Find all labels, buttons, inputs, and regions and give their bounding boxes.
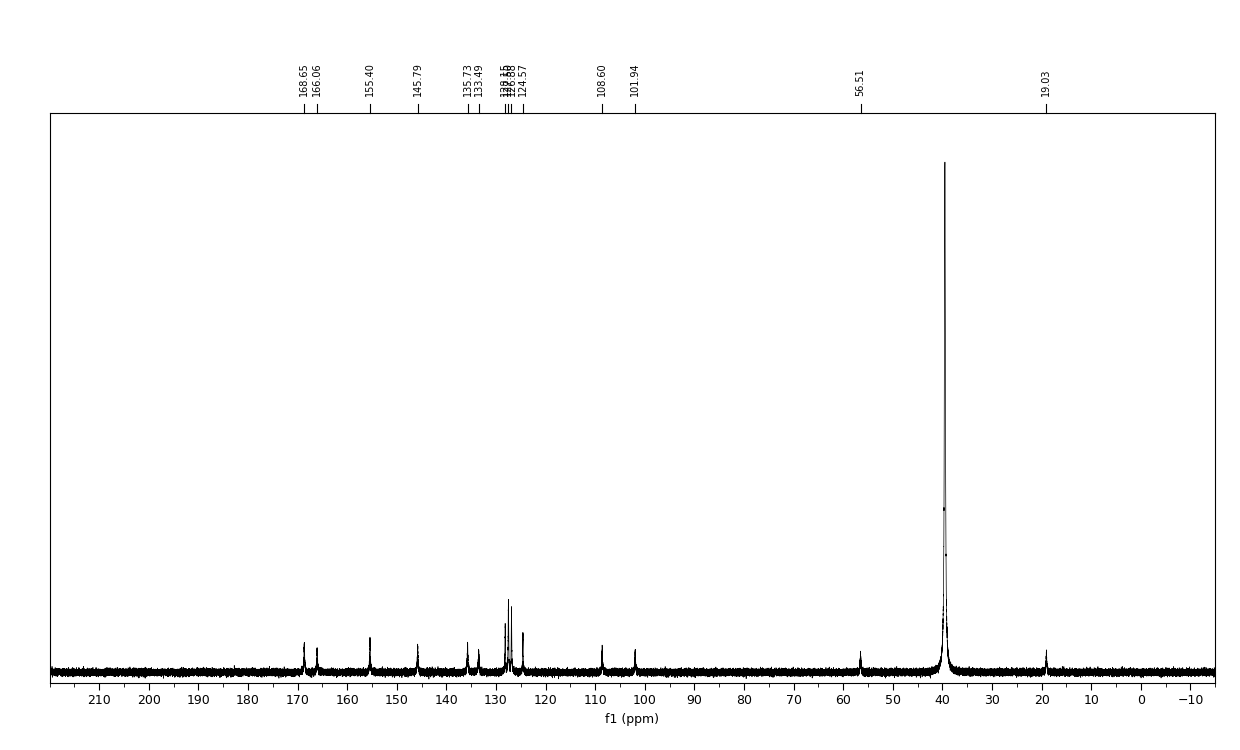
Text: 56.51: 56.51 (856, 68, 866, 96)
Text: 126.88: 126.88 (506, 62, 517, 96)
X-axis label: f1 (ppm): f1 (ppm) (605, 712, 660, 726)
Text: 127.50: 127.50 (503, 62, 513, 96)
Text: 135.73: 135.73 (463, 62, 472, 96)
Text: 133.49: 133.49 (474, 62, 484, 96)
Text: 124.57: 124.57 (518, 62, 528, 96)
Text: 168.65: 168.65 (299, 62, 309, 96)
Text: 128.15: 128.15 (500, 62, 510, 96)
Text: 155.40: 155.40 (365, 62, 374, 96)
Text: 101.94: 101.94 (630, 62, 640, 96)
Text: 166.06: 166.06 (312, 62, 322, 96)
Text: 145.79: 145.79 (413, 62, 423, 96)
Text: 19.03: 19.03 (1042, 68, 1052, 96)
Text: 108.60: 108.60 (598, 62, 608, 96)
